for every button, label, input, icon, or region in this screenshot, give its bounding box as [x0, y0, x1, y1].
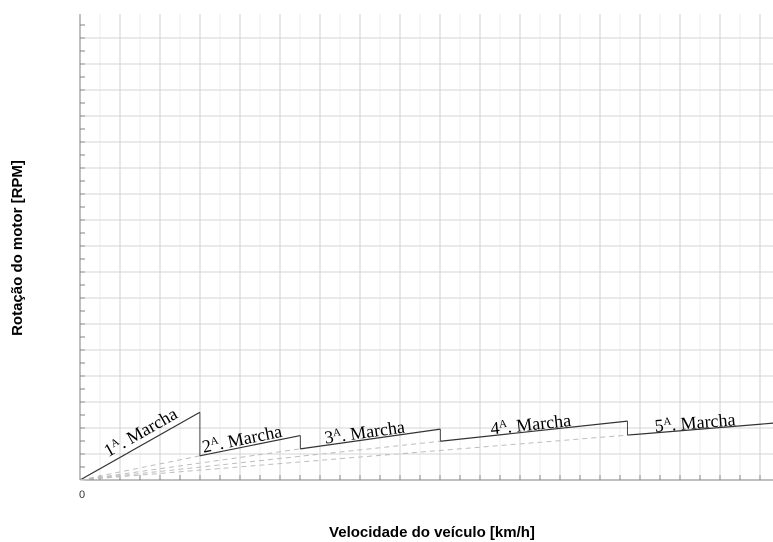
- gear-line: [300, 428, 441, 450]
- x-tick-label-0: 0: [79, 489, 85, 501]
- gear-line: [79, 411, 201, 481]
- gear-label-1: 1A. Marcha: [100, 403, 180, 460]
- axes: [79, 14, 773, 481]
- gear-extension-dashed-line: [79, 434, 628, 481]
- gear-line: [199, 434, 301, 457]
- gear-line: [627, 422, 773, 436]
- gear-label-5: 5A. Marcha: [654, 409, 736, 436]
- gear-line: [440, 420, 628, 442]
- gear-label-3: 3A. Marcha: [323, 417, 406, 448]
- grid: [80, 14, 773, 480]
- gear-extension-dashed-line: [79, 440, 441, 481]
- gear-label-2: 2A. Marcha: [200, 421, 283, 457]
- gear-extension-dashed-line: [79, 448, 301, 481]
- gear-extension-dashed-line: [79, 455, 200, 481]
- x-axis-label: Velocidade do veículo [km/h]: [329, 524, 535, 541]
- gear-lines: [79, 411, 773, 481]
- y-axis-label: Rotação do motor [RPM]: [9, 160, 26, 336]
